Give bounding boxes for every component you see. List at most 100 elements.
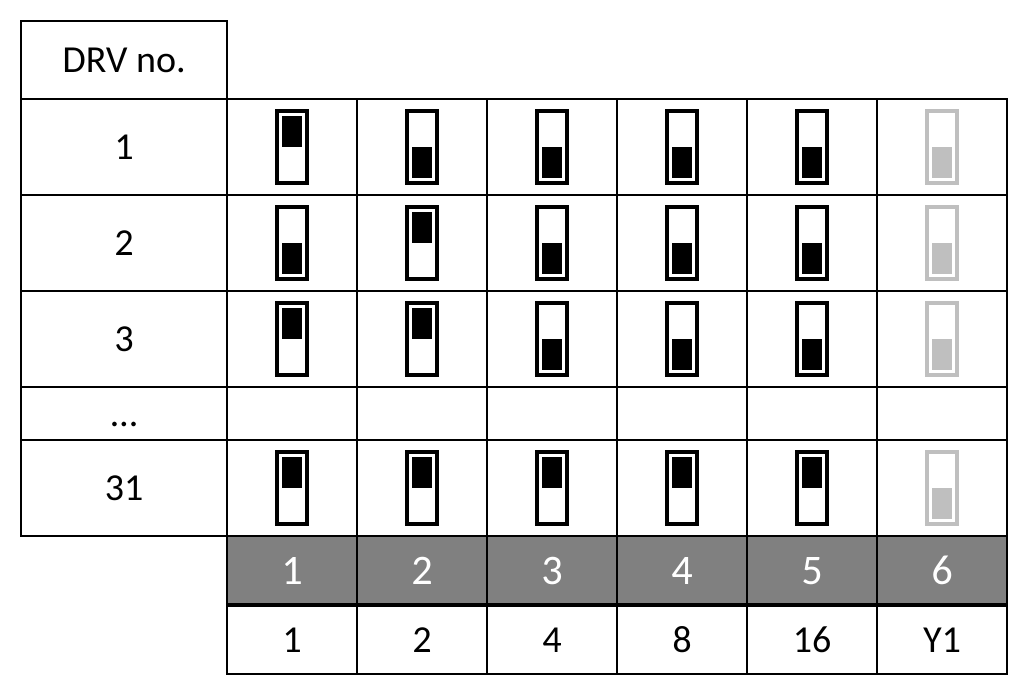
- switch-cell: [746, 98, 878, 196]
- dip-switch[interactable]: [795, 301, 829, 377]
- footer-value: Y1: [923, 617, 961, 663]
- dip-switch[interactable]: [795, 450, 829, 526]
- switch-top: [542, 457, 562, 488]
- switch-top: [802, 212, 822, 243]
- dip-switch[interactable]: [405, 301, 439, 377]
- footer-number: 3: [541, 545, 562, 596]
- switch-bottom: [542, 339, 562, 370]
- footer-number: 4: [671, 545, 692, 596]
- row-label: 2: [114, 220, 133, 266]
- dip-switch[interactable]: [925, 301, 959, 377]
- switch-cell: [226, 98, 358, 196]
- switch-top: [282, 212, 302, 243]
- header-blank: [618, 20, 748, 100]
- switch-bottom: [802, 488, 822, 519]
- footer-value: 1: [282, 617, 301, 663]
- footer-value: 8: [672, 617, 691, 663]
- header-blank: [748, 20, 878, 100]
- switch-bottom: [802, 339, 822, 370]
- switch-top: [282, 308, 302, 339]
- switch-cell: [226, 439, 358, 537]
- switch-top: [412, 457, 432, 488]
- row-label-cell: 31: [20, 439, 228, 537]
- footer-value-cell: 16: [746, 605, 878, 675]
- dip-switch[interactable]: [535, 205, 569, 281]
- footer-number: 5: [801, 545, 822, 596]
- row-label: 1: [114, 124, 133, 170]
- switch-top: [932, 457, 952, 488]
- dip-switch[interactable]: [925, 109, 959, 185]
- switch-bottom: [542, 243, 562, 274]
- switch-cell: [616, 439, 748, 537]
- switch-bottom: [412, 243, 432, 274]
- drv-table: DRV no.123…31123456124816Y1: [20, 20, 1004, 677]
- switch-bottom: [672, 147, 692, 178]
- switch-cell: [876, 386, 1008, 441]
- row-label: 31: [105, 465, 144, 511]
- switch-cell: [876, 194, 1008, 292]
- dip-switch[interactable]: [665, 301, 699, 377]
- footer-number-cell: 2: [356, 535, 488, 605]
- switch-cell: [616, 98, 748, 196]
- footer-number-cell: 4: [616, 535, 748, 605]
- switch-cell: [486, 98, 618, 196]
- footer-blank: [20, 537, 228, 607]
- row-label-cell: …: [20, 386, 228, 441]
- switch-cell: [356, 194, 488, 292]
- dip-switch[interactable]: [275, 205, 309, 281]
- switch-cell: [746, 194, 878, 292]
- switch-top: [802, 457, 822, 488]
- switch-cell: [486, 290, 618, 388]
- switch-cell: [486, 439, 618, 537]
- switch-top: [412, 308, 432, 339]
- switch-bottom: [672, 488, 692, 519]
- switch-cell: [876, 439, 1008, 537]
- switch-bottom: [412, 339, 432, 370]
- switch-bottom: [672, 339, 692, 370]
- switch-top: [282, 116, 302, 147]
- dip-switch[interactable]: [275, 109, 309, 185]
- dip-switch[interactable]: [925, 450, 959, 526]
- dip-switch[interactable]: [535, 450, 569, 526]
- switch-top: [672, 457, 692, 488]
- dip-switch[interactable]: [275, 450, 309, 526]
- header-label: DRV no.: [62, 37, 185, 83]
- switch-top: [542, 212, 562, 243]
- switch-cell: [616, 194, 748, 292]
- switch-cell: [876, 290, 1008, 388]
- switch-bottom: [282, 147, 302, 178]
- switch-top: [672, 308, 692, 339]
- dip-switch[interactable]: [795, 205, 829, 281]
- dip-switch[interactable]: [925, 205, 959, 281]
- switch-top: [672, 212, 692, 243]
- footer-number-cell: 5: [746, 535, 878, 605]
- dip-switch[interactable]: [665, 450, 699, 526]
- switch-cell: [226, 386, 358, 441]
- dip-switch[interactable]: [795, 109, 829, 185]
- switch-top: [932, 308, 952, 339]
- dip-switch[interactable]: [275, 301, 309, 377]
- footer-number: 1: [281, 545, 302, 596]
- switch-bottom: [932, 339, 952, 370]
- footer-number: 6: [931, 545, 952, 596]
- switch-bottom: [802, 243, 822, 274]
- switch-cell: [356, 386, 488, 441]
- row-label: 3: [114, 316, 133, 362]
- footer-value: 16: [793, 617, 832, 663]
- dip-switch[interactable]: [405, 205, 439, 281]
- switch-cell: [226, 194, 358, 292]
- header-blank: [358, 20, 488, 100]
- dip-switch[interactable]: [535, 301, 569, 377]
- dip-switch[interactable]: [665, 205, 699, 281]
- switch-cell: [226, 290, 358, 388]
- dip-switch[interactable]: [405, 109, 439, 185]
- switch-top: [542, 308, 562, 339]
- footer-value-cell: 2: [356, 605, 488, 675]
- switch-bottom: [672, 243, 692, 274]
- row-label-cell: 2: [20, 194, 228, 292]
- switch-bottom: [542, 147, 562, 178]
- dip-switch[interactable]: [665, 109, 699, 185]
- dip-switch[interactable]: [405, 450, 439, 526]
- dip-switch[interactable]: [535, 109, 569, 185]
- header-cell: DRV no.: [20, 20, 228, 100]
